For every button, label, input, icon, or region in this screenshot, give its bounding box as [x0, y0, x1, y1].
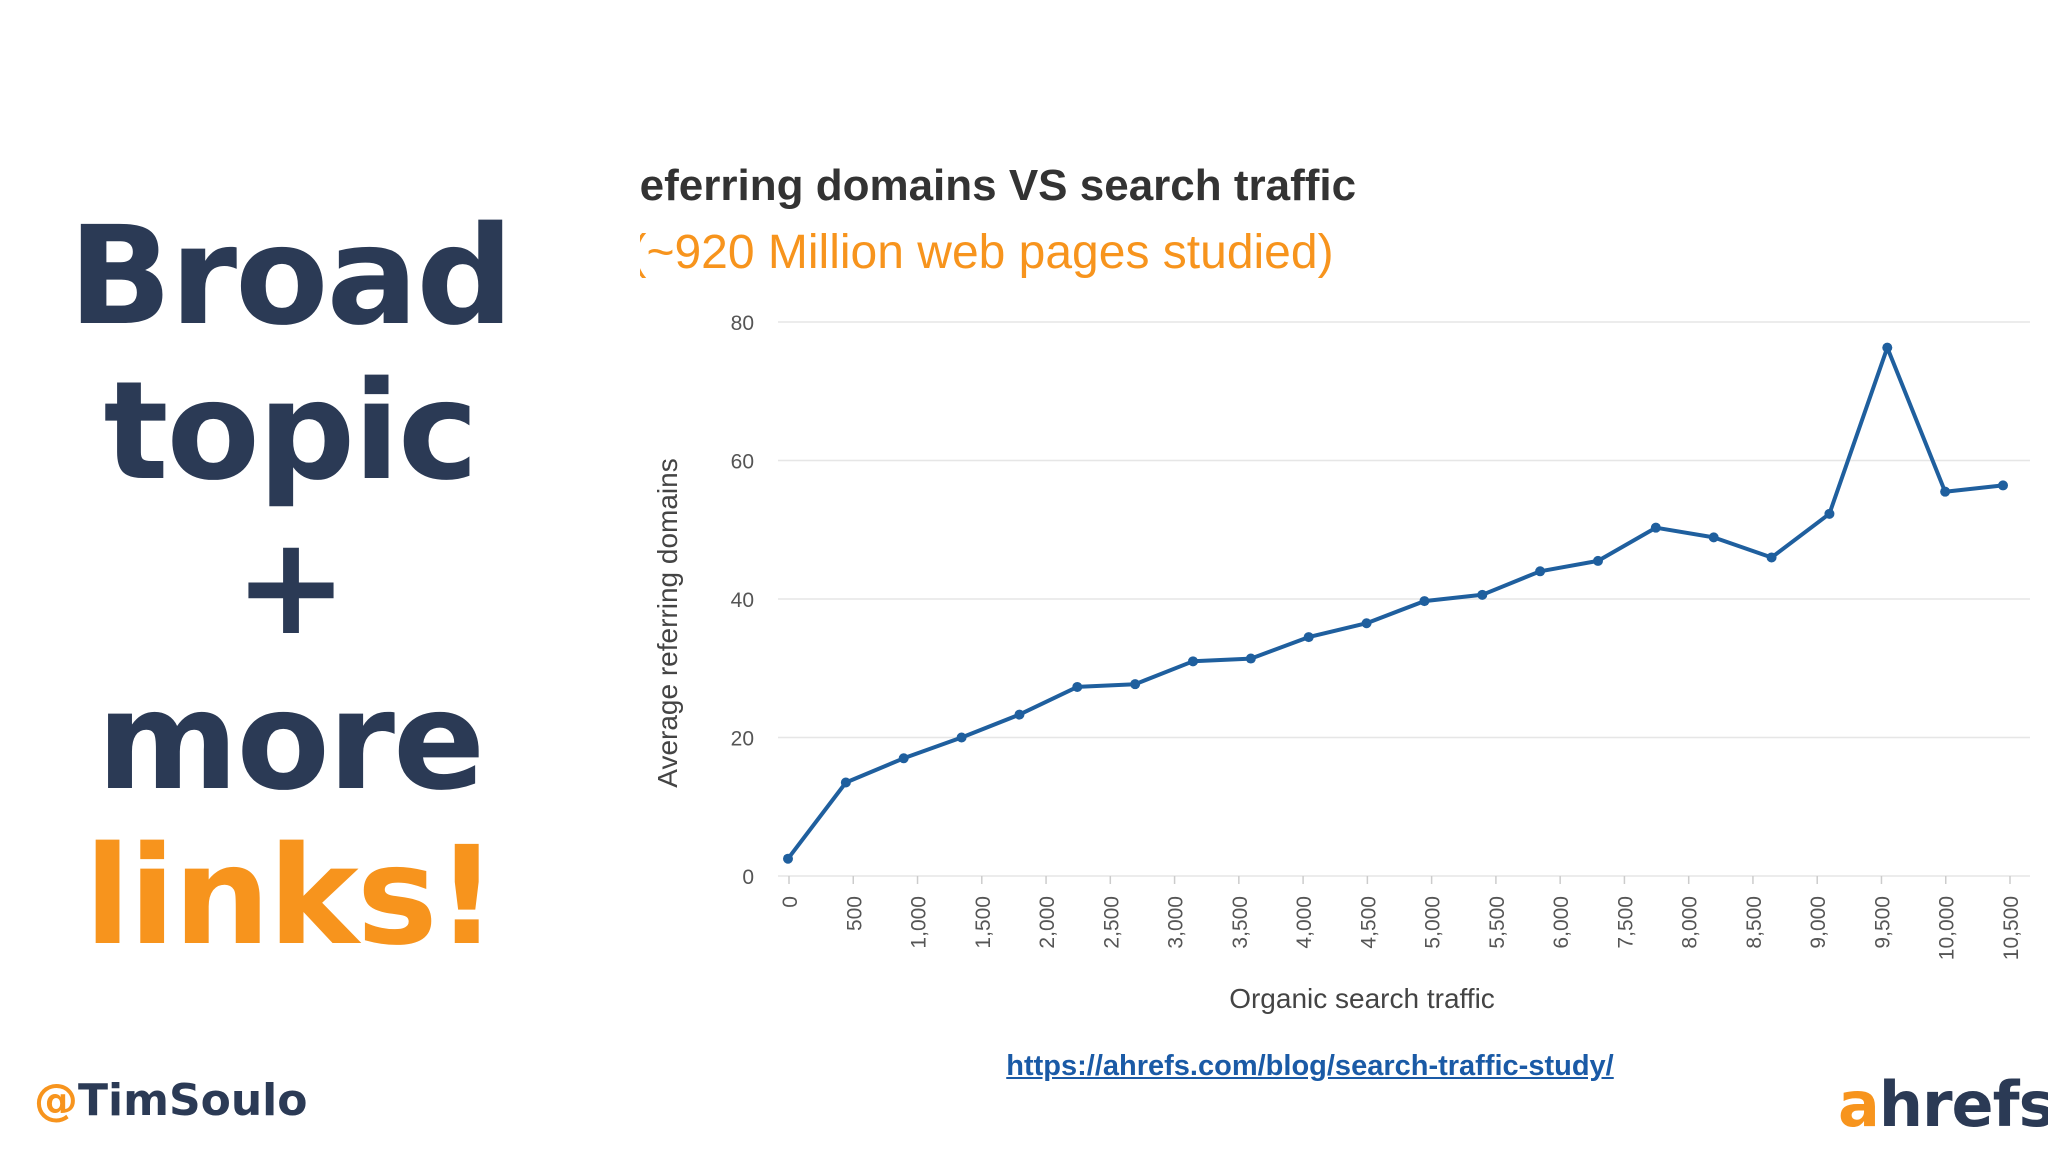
data-point-18: [1824, 508, 1835, 519]
x-tick-label-6: 3,000: [1165, 896, 1188, 949]
data-point-2: [898, 753, 909, 764]
handle-name: TimSoulo: [78, 1075, 308, 1126]
data-point-17: [1766, 552, 1777, 563]
y-tick-label-2: 40: [731, 589, 754, 612]
x-tick-label-19: 10,500: [2000, 896, 2023, 960]
data-point-7: [1188, 656, 1198, 667]
x-axis-label: Organic search traffic: [1229, 983, 1495, 1014]
grid-layer: [778, 321, 2030, 877]
y-tick-label-1: 20: [731, 728, 754, 751]
x-tick-label-3: 1,500: [972, 896, 995, 949]
headline-line-5: links!: [84, 818, 497, 976]
data-point-8: [1245, 653, 1256, 664]
data-point-20: [1940, 486, 1951, 497]
y-tick-label-3: 60: [731, 451, 754, 474]
data-point-16: [1708, 532, 1719, 543]
x-tick-label-2: 1,000: [908, 896, 931, 949]
x-tick-label-4: 2,000: [1036, 896, 1059, 949]
y-axis-ticks: 0 20 40 60 80: [731, 312, 754, 889]
chart-title: Referring domains VS search traffic: [640, 161, 1356, 210]
at-sign: @: [34, 1075, 78, 1126]
data-point-9: [1303, 632, 1314, 643]
twitter-handle: @TimSoulo: [34, 1075, 308, 1126]
x-tick-label-7: 3,500: [1229, 896, 1252, 949]
headline-line-4: more: [96, 663, 485, 821]
x-tick-label-12: 6,000: [1550, 896, 1573, 949]
ahrefs-logo: ahrefs: [1838, 1068, 2048, 1141]
data-point-11: [1419, 596, 1430, 607]
headline-line-3: +: [234, 508, 348, 666]
x-tick-label-1: 500: [843, 896, 866, 931]
headline-line-2: topic: [103, 353, 478, 511]
x-tick-label-18: 10,000: [1936, 896, 1959, 960]
data-point-5: [1072, 681, 1083, 692]
x-tick-label-14: 8,000: [1679, 896, 1702, 949]
data-point-4: [1014, 709, 1025, 720]
chart-canvas: Referring domains VS search traffic (~92…: [640, 161, 2030, 1014]
chart: Referring domains VS search traffic (~92…: [640, 150, 2048, 1030]
data-point-14: [1593, 555, 1603, 566]
data-point-21: [1998, 480, 2008, 491]
logo-first-letter: a: [1838, 1068, 1880, 1141]
data-point-15: [1650, 522, 1661, 533]
x-tick-label-15: 8,500: [1743, 896, 1766, 949]
x-tick-label-9: 4,500: [1357, 896, 1380, 949]
x-axis-ticks: 0 500 1,000 1,500 2,000 2,500 3,000 3,500 4,000 4…: [779, 876, 2023, 960]
y-tick-label-4: 80: [731, 312, 754, 335]
logo-rest: hrefs: [1878, 1068, 2048, 1141]
x-tick-label-17: 9,500: [1871, 896, 1894, 949]
data-point-0: [783, 853, 793, 864]
series-line: [786, 345, 2004, 860]
x-tick-label-8: 4,000: [1293, 896, 1316, 949]
headline-line-1: Broad: [68, 198, 513, 356]
x-tick-label-10: 5,000: [1422, 896, 1445, 949]
y-tick-label-0: 0: [742, 866, 754, 889]
x-tick-label-5: 2,500: [1100, 896, 1123, 949]
x-tick-label-11: 5,500: [1486, 896, 1509, 949]
data-points: [783, 342, 2008, 864]
data-point-6: [1130, 679, 1141, 690]
x-tick-label-16: 9,000: [1807, 896, 1830, 949]
chart-subtitle: (~920 Million web pages studied): [640, 226, 1334, 279]
data-point-13: [1535, 566, 1546, 577]
headline: Broad topic + more links!: [60, 200, 520, 975]
y-axis-label: Average referring domains: [652, 458, 683, 787]
data-point-19: [1882, 342, 1893, 353]
data-point-10: [1361, 618, 1372, 629]
x-tick-label-0: 0: [779, 896, 802, 908]
source-link[interactable]: https://ahrefs.com/blog/search-traffic-s…: [1006, 1050, 1614, 1082]
data-point-1: [840, 777, 851, 788]
x-tick-label-13: 7,500: [1614, 896, 1637, 949]
data-point-3: [956, 732, 967, 743]
data-point-12: [1477, 589, 1488, 600]
